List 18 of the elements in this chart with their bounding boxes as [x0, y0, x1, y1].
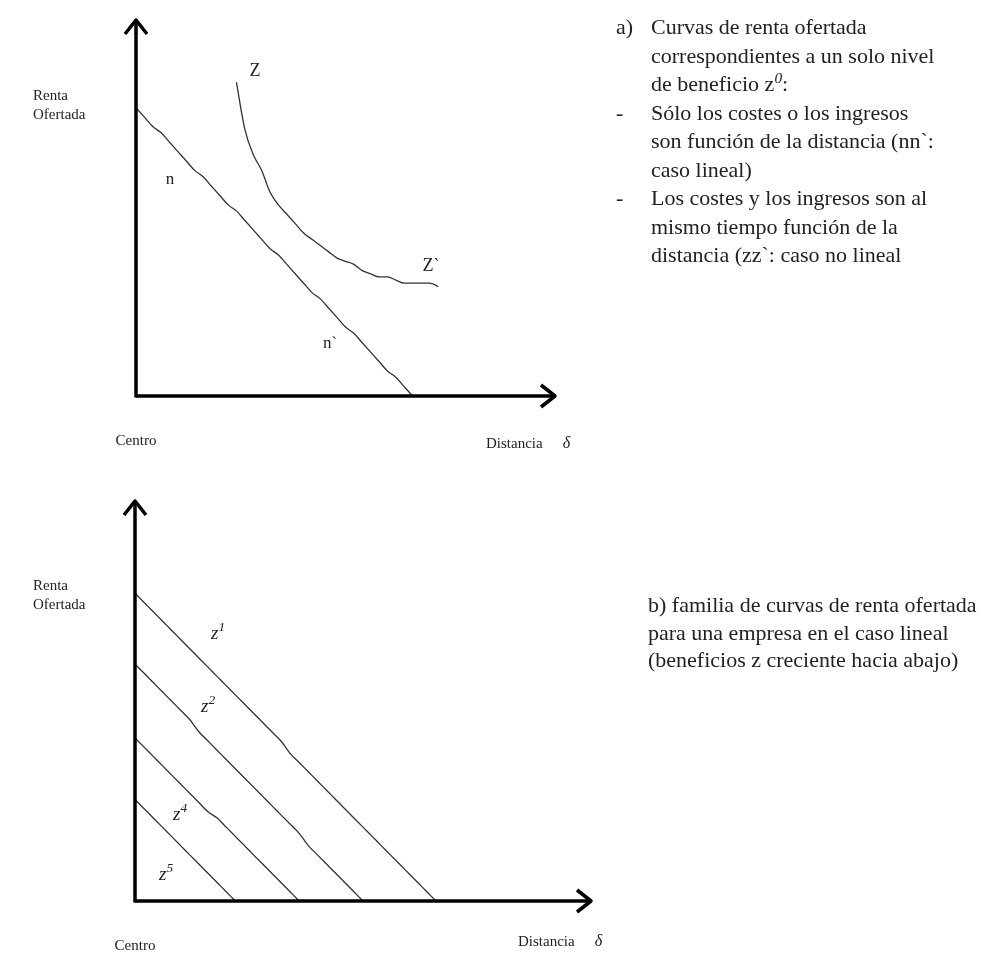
text: Distancia δ: [486, 434, 571, 451]
y-axis-title: Renta Ofertada: [33, 577, 86, 612]
series-label: z$^{4}$: [171, 799, 188, 825]
annotation: n: [165, 168, 175, 188]
text: Centro: [115, 432, 157, 449]
text: - Los costes y los ingresos son al mismo tiempo función de la distancia (zz`: caso no lineal: [616, 185, 928, 267]
annotation: Z`: [422, 255, 440, 276]
text: a) Curvas de renta ofertada correspondientes a un solo nivel de beneficio z$^{0}$:: [616, 14, 935, 96]
series-label: z$^{1}$: [209, 618, 226, 644]
y-axis-title: Renta Ofertada: [33, 87, 86, 122]
series-label: z$^{2}$: [199, 691, 216, 717]
text: Distancia δ: [518, 932, 603, 949]
text: - Sólo los costes o los ingresos son función de la distancia (nn`: caso lineal): [616, 99, 934, 182]
annotation: n`: [322, 332, 338, 352]
text: b) familia de curvas de renta ofertada para una empresa en el caso lineal (beneficios z creciente hacia abajo): [648, 592, 977, 672]
text: Centro: [114, 937, 156, 954]
series-label: z$^{5}$: [157, 860, 174, 885]
text: Z: [249, 60, 261, 81]
